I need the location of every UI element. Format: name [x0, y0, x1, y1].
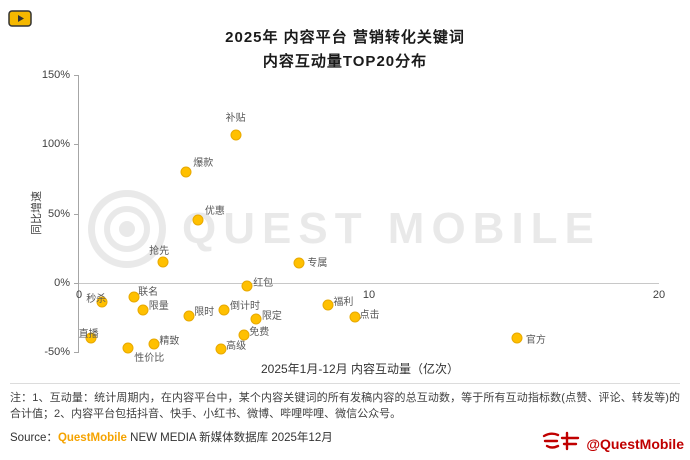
scatter-point-label: 红包	[253, 277, 274, 289]
scatter-point-label: 爆款	[193, 157, 214, 169]
scatter-point-label: 专属	[307, 258, 328, 270]
scatter-point-联名[interactable]	[128, 291, 140, 303]
y-tick-mark	[74, 282, 79, 284]
scatter-point-官方[interactable]	[511, 332, 523, 344]
plot-points-layer: 补贴爆款优惠抢先专属红包联名秒杀限量 限时 倒计时 限定 福利 点击免费精致性价比 高级 官方…	[78, 75, 659, 364]
scatter-point-label: 倒计时	[230, 301, 260, 313]
y-tick-mark	[74, 75, 79, 76]
scatter-point-福利[interactable]	[322, 299, 334, 311]
scatter-point-免费[interactable]	[238, 329, 250, 341]
source-brand: QuestMobile	[57, 432, 127, 444]
scatter-point-优惠[interactable]	[192, 214, 204, 226]
scatter-point-秒杀[interactable]	[96, 296, 108, 308]
y-axis-title: 同比增速	[31, 191, 43, 235]
x-tick-label: 0	[75, 288, 83, 301]
scatter-point-点击[interactable]	[349, 311, 360, 323]
y-tick-label: 50%	[47, 207, 70, 220]
y-tick-mark	[74, 352, 79, 353]
stamp-handle: @QuestMobile	[586, 435, 684, 452]
source-suffix: NEW MEDIA 新媒体数据库 2025年12月	[126, 432, 333, 444]
scatter-point-倒计时[interactable]	[218, 304, 230, 316]
scatter-point-限量[interactable]	[137, 304, 149, 316]
y-tick-label: -50%	[44, 346, 70, 358]
scatter-point-label: 高级	[226, 341, 247, 353]
scatter-point-label: 联名	[138, 286, 159, 298]
scatter-point-label: 秒杀	[86, 294, 107, 306]
scatter-plot-area: 补贴爆款优惠抢先专属红包联名秒杀限量 限时 倒计时 限定 福利 点击免费精致性价比 高级 官方…	[42, 69, 665, 364]
scatter-point-label: 精致	[159, 335, 180, 347]
y-tick-label: 0%	[54, 276, 70, 289]
scatter-point-label: 点击	[359, 310, 380, 322]
scatter-point-label: 免费	[249, 327, 270, 339]
scatter-point-专属[interactable]	[293, 257, 305, 269]
zero-axis-line	[79, 282, 659, 284]
y-tick-label: 100%	[41, 138, 70, 151]
scatter-point-爆款[interactable]	[180, 166, 192, 178]
scatter-point-label: 优惠	[204, 206, 225, 218]
scatter-point-label: 补贴	[225, 112, 246, 124]
scatter-point-补贴[interactable]	[230, 129, 242, 141]
scatter-point-红包[interactable]	[241, 280, 253, 292]
video-logo-icon	[8, 8, 32, 28]
x-tick-label: 10	[362, 288, 376, 301]
scatter-point-限时[interactable]	[183, 310, 195, 322]
scatter-point-label: 限定	[261, 310, 282, 322]
x-tick-label: 20	[652, 288, 666, 301]
footnote-text: 注：1、互动量：统计周期内，在内容平台中，某个内容关键词的所有发稿内容的总互动数…	[10, 383, 680, 423]
scatter-point-label: 官方	[525, 335, 546, 347]
source-prefix: Source：	[10, 432, 58, 444]
chart-title-line1: 2025年 内容平台 营销转化关键词	[225, 29, 465, 46]
scatter-point-抢先[interactable]	[157, 256, 169, 268]
scatter-point-性价比[interactable]	[122, 342, 134, 354]
scatter-point-label: 抢先	[149, 245, 170, 257]
scatter-point-label: 性价比	[134, 352, 165, 364]
scatter-point-限定[interactable]	[250, 313, 262, 325]
source-line: Source：QuestMobile NEW MEDIA 新媒体数据库 2025…	[10, 429, 333, 445]
y-tick-mark	[74, 213, 79, 215]
scatter-point-直播[interactable]	[85, 332, 97, 344]
x-axis-title: 2025年1月-12月 内容互动量（亿次）	[260, 362, 460, 376]
scatter-point-label: 直播	[78, 329, 99, 341]
scatter-point-精致[interactable]	[148, 338, 160, 350]
scatter-point-label: 限时	[194, 306, 215, 318]
scatter-point-label: 限量	[148, 301, 169, 313]
scatter-point-label: 福利	[333, 296, 354, 308]
y-tick-mark	[74, 144, 79, 146]
chart-title-line2: 内容互动量TOP20分布	[262, 53, 428, 70]
y-tick-label: 150%	[41, 69, 70, 81]
red-stamp: @QuestMobile	[540, 430, 684, 457]
red-seal-icon	[540, 430, 582, 457]
scatter-point-高级[interactable]	[215, 343, 227, 355]
